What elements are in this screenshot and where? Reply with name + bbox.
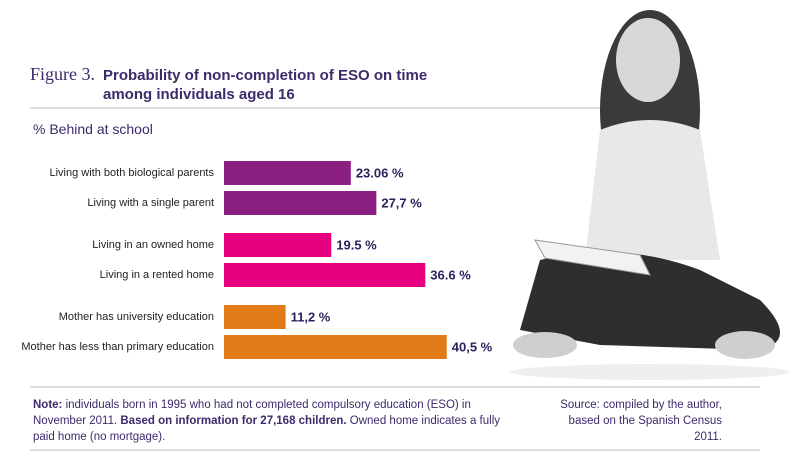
value-label: 19.5 % (336, 237, 377, 252)
bar (224, 161, 351, 185)
bar (224, 305, 286, 329)
category-label: Mother has less than primary education (21, 341, 214, 353)
photo (510, 10, 790, 380)
category-label: Living with a single parent (87, 197, 214, 209)
value-label: 27,7 % (381, 195, 422, 210)
note-bold: Based on information for 27,168 children… (120, 415, 347, 427)
chart-title: Probability of non-completion of ESO on … (103, 67, 428, 103)
value-label: 40,5 % (452, 339, 493, 354)
value-label: 23.06 % (356, 165, 404, 180)
note-bold: Note: (33, 399, 63, 411)
source: Source: compiled by the author, based on… (560, 399, 722, 443)
bar (224, 335, 447, 359)
category-label: Living with both biological parents (50, 167, 215, 179)
category-label: Mother has university education (59, 311, 214, 323)
bar (224, 233, 332, 257)
category-label: Living in a rented home (100, 269, 214, 281)
bar (224, 191, 377, 215)
note-text: Owned home indicates a fully paid home (… (33, 415, 501, 443)
figure-label: Figure 3. (30, 64, 95, 84)
subtitle: % Behind at school (33, 121, 153, 137)
value-label: 11,2 % (291, 309, 331, 324)
note-text: individuals born in 1995 who had not com… (33, 399, 471, 427)
note: Note: individuals born in 1995 who had n… (33, 397, 518, 445)
category-label: Living in an owned home (92, 239, 214, 251)
value-label: 36.6 % (430, 267, 471, 282)
bar (224, 263, 426, 287)
